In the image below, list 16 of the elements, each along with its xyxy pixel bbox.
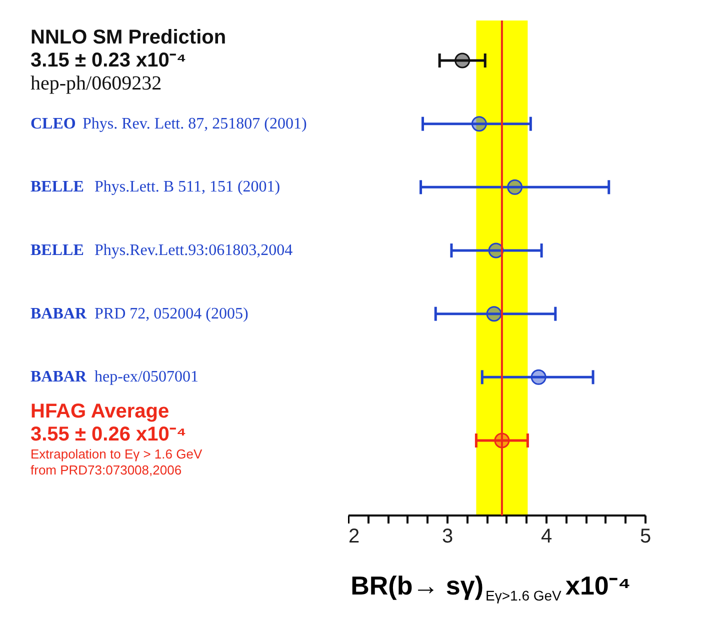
x-tick-label: 3: [442, 526, 454, 548]
y-tick-label: BELLE Phys.Lett. B 511, 151 (2001): [30, 178, 280, 196]
y-tick-label: NNLO SM Prediction 3.15 ± 0.23 x10⁻⁴ hep-ph/0609232: [30, 26, 226, 94]
point: [486, 306, 502, 322]
point: [471, 116, 487, 132]
y-tick-label: BELLE Phys.Rev.Lett.93:061803,2004: [30, 242, 293, 259]
y-tick-label: BABAR hep-ex/0507001: [30, 368, 198, 386]
point: [454, 52, 470, 68]
y-tick-label: CLEO Phys. Rev. Lett. 87, 251807 (2001): [30, 115, 307, 132]
y-tick-label: HFAG Average 3.55 ± 0.26 x10⁻⁴ Extrapolation to Eγ > 1.6 GeV from PRD73:073008,2006: [30, 400, 202, 478]
x-tick-label: 4: [540, 526, 552, 548]
y-tick-label: BABAR PRD 72, 052004 (2005): [30, 305, 248, 322]
x-tick-label: 5: [640, 526, 652, 548]
point: [507, 179, 523, 195]
x-tick-label: 2: [348, 526, 360, 548]
point: [530, 369, 546, 385]
